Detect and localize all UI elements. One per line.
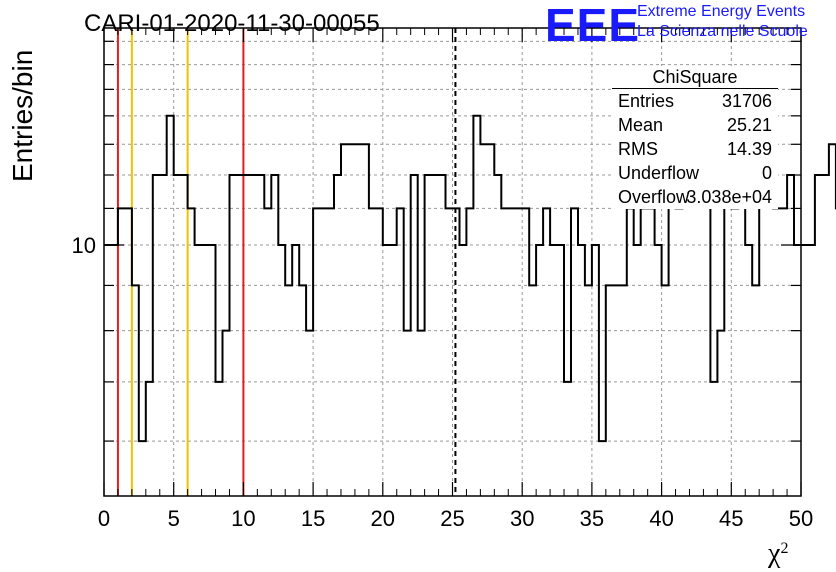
stat-row-overflow: Overflow 3.038e+04	[612, 185, 778, 209]
stat-value: 25.21	[726, 115, 772, 135]
x-tick-label: 30	[510, 506, 534, 531]
stat-row-underflow: Underflow 0	[612, 161, 778, 185]
x-axis-label-superscript: 2	[780, 540, 789, 557]
stat-row-rms: RMS 14.39	[612, 137, 778, 161]
axis-ticks: 0 5 10 15 20 25 30 35 40 45 50 10	[72, 28, 813, 531]
stat-value: 0	[761, 163, 772, 183]
reference-lines	[116, 28, 457, 496]
x-tick-label: 0	[98, 506, 110, 531]
chart-title: CARI-01-2020-11-30-00055	[84, 10, 380, 37]
stat-row-entries: Entries 31706	[612, 89, 778, 113]
x-axis-label-base: χ	[768, 538, 781, 569]
x-tick-label: 35	[580, 506, 604, 531]
y-tick-label: 10	[72, 233, 96, 258]
eee-logo: EEE	[545, 0, 641, 51]
stats-box: ChiSquare Entries 31706 Mean 25.21 RMS 1…	[612, 66, 778, 209]
stat-value: 31706	[721, 91, 772, 111]
x-tick-label: 10	[231, 506, 255, 531]
stat-value: 14.39	[726, 139, 772, 159]
x-tick-label: 40	[649, 506, 673, 531]
x-tick-label: 45	[719, 506, 743, 531]
x-axis-label: χ2	[768, 538, 788, 570]
stat-value: 3.038e+04	[686, 187, 772, 207]
stat-label: RMS	[618, 139, 658, 159]
org-name-line2: La Scienza nelle Scuole	[637, 23, 808, 40]
stat-label: Underflow	[618, 163, 700, 183]
x-tick-label: 50	[789, 506, 813, 531]
x-tick-label: 15	[301, 506, 325, 531]
x-tick-label: 5	[168, 506, 180, 531]
x-tick-label: 25	[440, 506, 464, 531]
stat-label: Overflow	[618, 187, 690, 207]
x-tick-label: 20	[371, 506, 395, 531]
stat-label: Entries	[618, 91, 675, 111]
org-name-line1: Extreme Energy Events	[637, 3, 806, 20]
y-axis-label: Entries/bin	[7, 49, 38, 182]
stat-row-mean: Mean 25.21	[612, 113, 778, 137]
stats-title: ChiSquare	[612, 66, 778, 89]
stat-label: Mean	[618, 115, 664, 135]
